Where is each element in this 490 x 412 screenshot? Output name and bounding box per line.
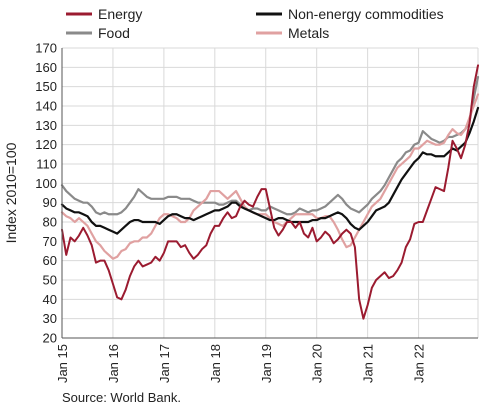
- y-tick-label: 160: [35, 60, 57, 75]
- y-tick-label: 70: [43, 234, 57, 249]
- y-tick-label: 80: [43, 215, 57, 230]
- x-tick-label: Jan 18: [208, 344, 223, 383]
- x-tick-label: Jan 16: [106, 344, 121, 383]
- y-tick-label: 130: [35, 118, 57, 133]
- y-tick-label: 140: [35, 99, 57, 114]
- x-tick-label: Jan 22: [412, 344, 427, 383]
- y-tick-label: 150: [35, 79, 57, 94]
- x-tick-label: Jan 19: [259, 344, 274, 383]
- legend-label-energy: Energy: [98, 6, 142, 22]
- axes: 20 30 40 50 60 70 80 90 100 110 120 130 140 150 160 170…: [35, 41, 478, 383]
- series-line-energy: [61, 64, 479, 320]
- y-tick-label: 20: [43, 331, 57, 346]
- y-tick-label: 50: [43, 273, 57, 288]
- y-tick-label: 40: [43, 292, 57, 307]
- y-tick-label: 60: [43, 253, 57, 268]
- series: [60, 64, 480, 320]
- x-tick-label: Jan 17: [157, 344, 172, 383]
- legend-label-metals: Metals: [288, 25, 329, 41]
- x-tick-label: Jan 15: [55, 344, 70, 383]
- legend-label-non-energy: Non-energy commodities: [288, 6, 444, 22]
- y-tick-label: 90: [43, 195, 57, 210]
- y-tick-label: 170: [35, 41, 57, 56]
- x-tick-label: Jan 20: [310, 344, 325, 383]
- y-tick-label: 100: [35, 176, 57, 191]
- legend-label-food: Food: [98, 25, 130, 41]
- series-line-non-energy: [60, 106, 480, 235]
- x-tick-label: Jan 21: [361, 344, 376, 383]
- y-tick-label: 30: [43, 311, 57, 326]
- y-axis-title: Index 2010=100: [3, 142, 19, 243]
- source-note: Source: World Bank.: [62, 390, 181, 405]
- series-line-food: [60, 75, 480, 216]
- series-line-metals: [60, 93, 480, 260]
- y-tick-label: 110: [36, 157, 57, 172]
- legend: Energy Non-energy commodities Food Metal…: [66, 6, 444, 41]
- y-tick-label: 120: [35, 137, 57, 152]
